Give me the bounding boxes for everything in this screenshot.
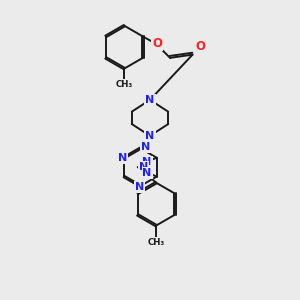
- Text: N: N: [146, 131, 154, 141]
- Text: N: N: [142, 157, 152, 167]
- Text: N: N: [142, 168, 152, 178]
- Text: O: O: [152, 38, 162, 50]
- Text: CH₃: CH₃: [148, 238, 165, 247]
- Text: N: N: [118, 153, 127, 163]
- Text: N: N: [135, 182, 144, 192]
- Text: N: N: [139, 162, 148, 172]
- Text: CH₃: CH₃: [116, 80, 133, 89]
- Text: N: N: [141, 142, 150, 152]
- Text: O: O: [196, 40, 206, 53]
- Text: N: N: [146, 95, 154, 105]
